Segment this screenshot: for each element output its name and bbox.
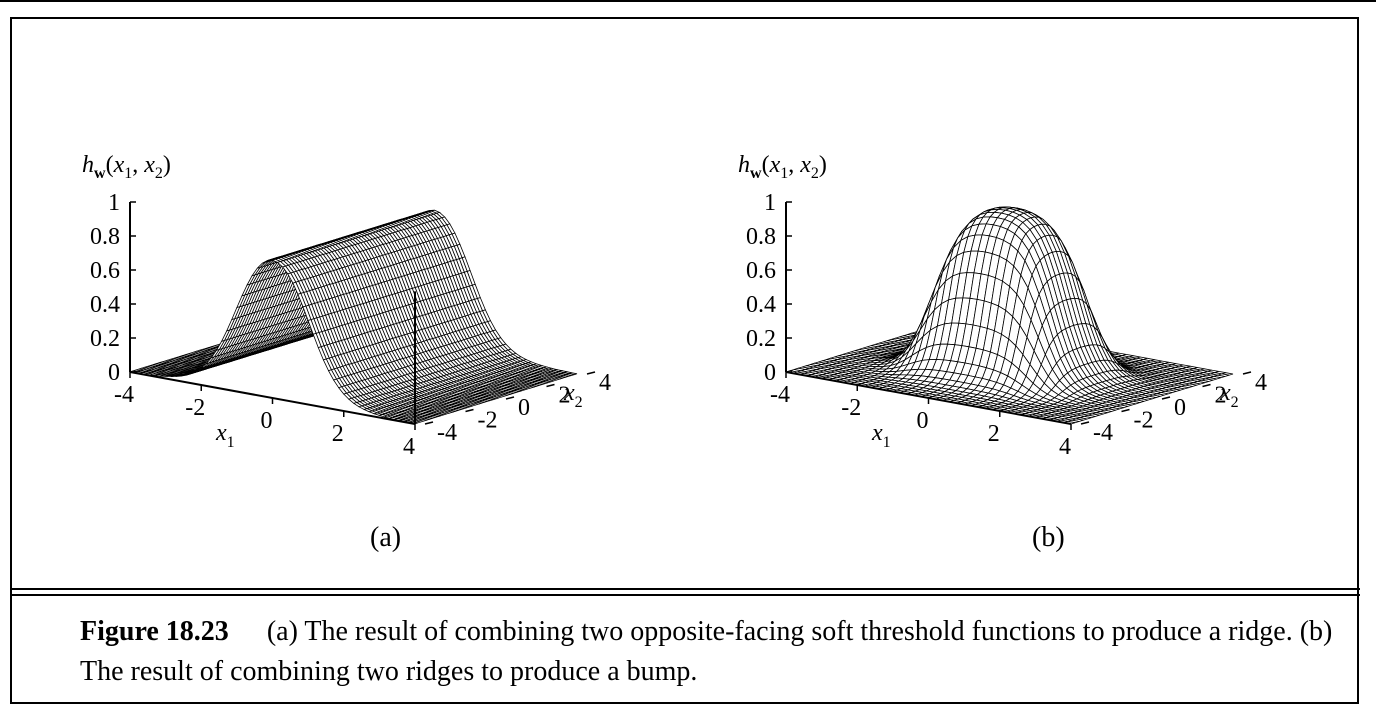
- x1-tick-label: -2: [185, 395, 205, 421]
- x1-tick-label: -4: [114, 382, 134, 408]
- x1-tick-label: -2: [841, 395, 861, 421]
- z-tick-label: 0.2: [90, 326, 120, 352]
- panel-a-surface-mesh: [129, 209, 578, 425]
- z-tick-label: 1: [764, 190, 776, 216]
- x2-tick-mark: [1202, 383, 1211, 388]
- x2-tick-mark: [465, 408, 474, 413]
- x2-tick-mark: [505, 396, 515, 400]
- panel-a-plot: 00.20.40.60.81-4 -2 0 2 4-4 -2 0 2 4 hw(x1, x2) …: [82, 152, 611, 460]
- z-tick-label: 0.6: [90, 258, 120, 284]
- x2-tick-mark: [1080, 421, 1090, 425]
- x2-tick-mark: [586, 371, 596, 375]
- x1-tick-label: 2: [332, 421, 344, 447]
- panel-b-sublabel: (b): [1032, 522, 1065, 553]
- x2-tick-mark: [1121, 408, 1130, 413]
- panel-b-plot: 00.20.40.60.81-4 -2 0 2 4-4 -2 0 2 4 hw(x1, x2) …: [738, 152, 1267, 460]
- x2-tick-mark: [546, 383, 555, 388]
- z-tick-label: 0.4: [90, 292, 120, 318]
- caption-divider-top: [10, 588, 1360, 590]
- z-tick-label: 0.8: [746, 224, 776, 250]
- z-tick-label: 0.2: [746, 326, 776, 352]
- x2-tick-label: -2: [1134, 408, 1154, 434]
- x1-tick-label: 0: [261, 408, 273, 434]
- x1-tick-label: 0: [917, 408, 929, 434]
- panel-a-x1-axis-label: x1: [215, 420, 235, 451]
- z-tick-label: 0.6: [746, 258, 776, 284]
- x2-tick-label: -4: [437, 420, 457, 446]
- panel-a-sublabel: (a): [370, 522, 402, 553]
- x2-tick-label: 0: [518, 395, 530, 421]
- figure-caption: Figure 18.23 (a) The result of combining …: [80, 612, 1340, 692]
- x2-tick-label: 0: [1174, 395, 1186, 421]
- panel-a-z-axis-label: hw(x1, x2): [82, 152, 171, 182]
- panel-b-surface-mesh: [785, 206, 1234, 425]
- panel-b-x1-axis-label: x1: [871, 420, 891, 451]
- x2-tick-label: -4: [1093, 420, 1113, 446]
- x2-tick-mark: [1161, 396, 1171, 400]
- x1-tick-label: 4: [403, 434, 415, 460]
- figure-plots: 00.20.40.60.81-4 -2 0 2 4-4 -2 0 2 4 hw(x1, x2) …: [82, 152, 1267, 460]
- panel-b-z-axis-label: hw(x1, x2): [738, 152, 827, 182]
- caption-divider-bottom: [10, 594, 1360, 596]
- z-tick-label: 1: [108, 190, 120, 216]
- z-tick-label: 0.8: [90, 224, 120, 250]
- z-tick-label: 0.4: [746, 292, 776, 318]
- x2-tick-label: -2: [478, 408, 498, 434]
- x1-tick-label: -4: [770, 382, 790, 408]
- x2-tick-mark: [1242, 371, 1252, 375]
- x1-tick-label: 2: [988, 421, 1000, 447]
- figure-caption-text: (a) The result of combining two opposite…: [80, 616, 1333, 687]
- figure-number: Figure 18.23: [80, 616, 229, 647]
- x2-tick-mark: [424, 421, 434, 425]
- x2-tick-label: 4: [1255, 370, 1267, 396]
- x1-tick-label: 4: [1059, 434, 1071, 460]
- figure-frame: [10, 17, 1359, 704]
- x2-tick-label: 4: [599, 370, 611, 396]
- top-border-line: [0, 0, 1376, 2]
